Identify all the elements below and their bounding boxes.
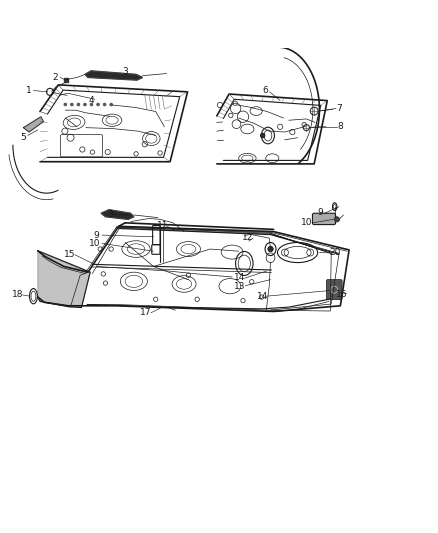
Text: 13: 13	[234, 281, 246, 290]
Text: 14: 14	[257, 292, 268, 301]
Text: 10: 10	[89, 239, 100, 248]
Text: 20: 20	[329, 248, 340, 257]
Text: 1: 1	[26, 86, 32, 95]
Text: 11: 11	[156, 221, 168, 230]
Text: 14: 14	[234, 273, 246, 282]
Circle shape	[97, 103, 99, 106]
Circle shape	[90, 103, 93, 106]
Text: 15: 15	[64, 250, 75, 259]
Text: 2: 2	[53, 73, 58, 82]
Text: 5: 5	[21, 133, 26, 142]
Text: 7: 7	[336, 103, 342, 112]
Polygon shape	[64, 78, 68, 82]
Polygon shape	[23, 117, 43, 132]
Text: 8: 8	[338, 122, 343, 131]
Text: 12: 12	[242, 233, 253, 242]
Circle shape	[268, 246, 273, 252]
Circle shape	[71, 103, 73, 106]
Text: 3: 3	[122, 67, 128, 76]
Polygon shape	[101, 210, 134, 220]
Circle shape	[110, 103, 113, 106]
Circle shape	[103, 103, 106, 106]
Text: 16: 16	[336, 289, 348, 298]
Circle shape	[84, 103, 86, 106]
Polygon shape	[38, 251, 90, 308]
Text: 6: 6	[263, 86, 268, 95]
Text: 3: 3	[107, 209, 113, 219]
Text: 9: 9	[93, 231, 99, 239]
Polygon shape	[85, 71, 143, 80]
Circle shape	[334, 217, 339, 222]
Text: 18: 18	[11, 290, 23, 300]
Text: 9: 9	[318, 208, 323, 217]
Circle shape	[77, 103, 80, 106]
FancyBboxPatch shape	[312, 213, 336, 224]
Text: 17: 17	[140, 308, 152, 317]
FancyBboxPatch shape	[326, 280, 342, 300]
Circle shape	[64, 103, 67, 106]
Circle shape	[261, 133, 265, 138]
Text: 4: 4	[89, 95, 94, 104]
Text: 10: 10	[300, 219, 312, 228]
